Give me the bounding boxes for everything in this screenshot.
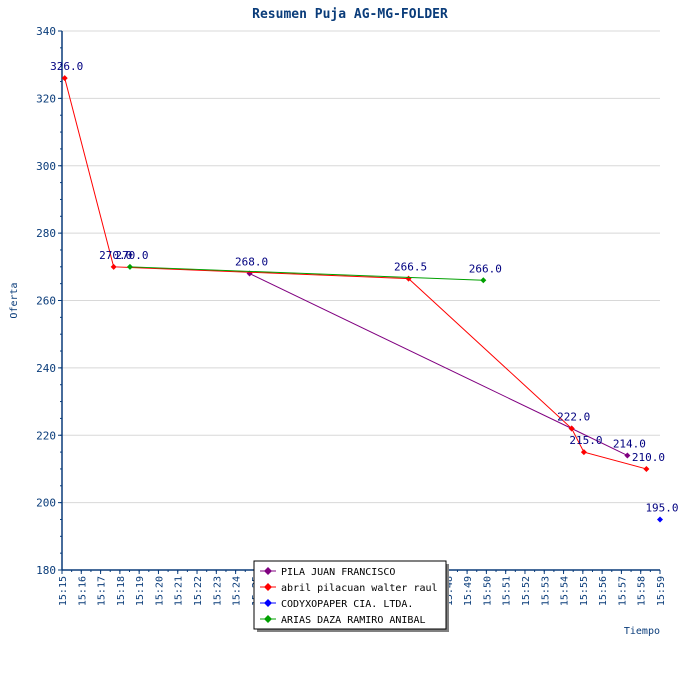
- legend-marker: [264, 599, 272, 607]
- data-label-layer: 268.0 222.0 214.0 326.0 270.0 266.5 215.0 210.0…: [50, 60, 678, 514]
- chart-title: Resumen Puja AG-MG-FOLDER: [252, 7, 448, 22]
- x-tick-label: 15:20: [154, 576, 165, 606]
- legend-entry: PILA JUAN FRANCISCO: [281, 567, 395, 578]
- x-tick-label: 15:53: [540, 576, 551, 606]
- data-label: 266.5: [394, 261, 427, 274]
- legend-marker: [264, 583, 272, 591]
- x-tick-label: 15:17: [97, 576, 108, 606]
- y-tick-label: 240: [36, 362, 56, 375]
- legend: PILA JUAN FRANCISCO abril pilacuan walter…: [253, 560, 449, 632]
- legend-entry: ARIAS DAZA RAMIRO ANIBAL: [281, 615, 426, 626]
- y-tick-label: 300: [36, 160, 56, 173]
- x-tick-label: 15:52: [521, 576, 532, 606]
- data-label: 222.0: [557, 411, 590, 424]
- x-tick-label: 15:16: [77, 576, 88, 606]
- data-label: 210.0: [632, 451, 665, 464]
- legend-marker: [264, 567, 272, 575]
- data-point: [126, 263, 133, 270]
- data-point: [580, 449, 587, 456]
- data-point: [61, 75, 68, 82]
- x-tick-label: 15:15: [58, 576, 69, 606]
- data-label: 268.0: [235, 256, 268, 269]
- data-point: [643, 465, 650, 472]
- x-tick-label: 15:51: [502, 576, 513, 606]
- data-point: [568, 425, 575, 432]
- y-tick-label: 260: [36, 295, 56, 308]
- data-point: [110, 263, 117, 270]
- x-tick-label: 15:50: [482, 576, 493, 606]
- y-tick-label: 220: [36, 429, 56, 442]
- x-tick-label: 15:56: [598, 576, 609, 606]
- x-tick-label: 15:21: [174, 576, 185, 606]
- x-tick-label: 15:58: [637, 576, 648, 606]
- x-tick-label: 15:18: [116, 576, 127, 606]
- x-tick-label: 15:19: [135, 576, 146, 606]
- x-tick-label: 15:59: [656, 576, 667, 606]
- data-label: 215.0: [569, 434, 602, 447]
- y-axis-label: Oferta: [9, 282, 20, 318]
- legend-box: [253, 560, 447, 630]
- data-label: 214.0: [613, 437, 646, 450]
- series-layer: [61, 75, 663, 523]
- x-axis-label: Tiempo: [624, 626, 660, 637]
- data-label: 195.0: [645, 501, 678, 514]
- x-tick-label: 15:49: [463, 576, 474, 606]
- data-label: 270.0: [99, 249, 132, 262]
- data-label: 270.0: [115, 249, 148, 262]
- y-tick-label: 200: [36, 497, 56, 510]
- data-point: [624, 452, 631, 459]
- series-line-3: [129, 266, 484, 281]
- y-tick-label: 180: [36, 564, 56, 577]
- x-tick-label: 15:57: [617, 576, 628, 606]
- legend-entry: abril pilacuan walter raul: [281, 583, 438, 594]
- y-tick-label: 340: [36, 25, 56, 38]
- x-tick-label: 15:22: [193, 576, 204, 606]
- legend-entry: CODYXOPAPER CIA. LTDA.: [281, 599, 413, 610]
- data-label: 326.0: [50, 60, 83, 73]
- data-label: 266.0: [469, 262, 502, 275]
- x-tick-label: 15:54: [560, 576, 571, 606]
- series-line-1: [64, 78, 647, 470]
- grid-layer: [62, 30, 660, 504]
- data-point: [657, 516, 663, 523]
- legend-marker: [264, 615, 272, 623]
- y-tick-label: 280: [36, 227, 56, 240]
- y-tick-label: 320: [36, 92, 56, 105]
- data-point: [480, 277, 487, 284]
- x-tick-label: 15:55: [579, 576, 590, 606]
- x-tick-label: 15:23: [212, 576, 223, 606]
- x-tick-label: 15:48: [444, 576, 455, 606]
- x-tick-label: 15:24: [232, 576, 243, 606]
